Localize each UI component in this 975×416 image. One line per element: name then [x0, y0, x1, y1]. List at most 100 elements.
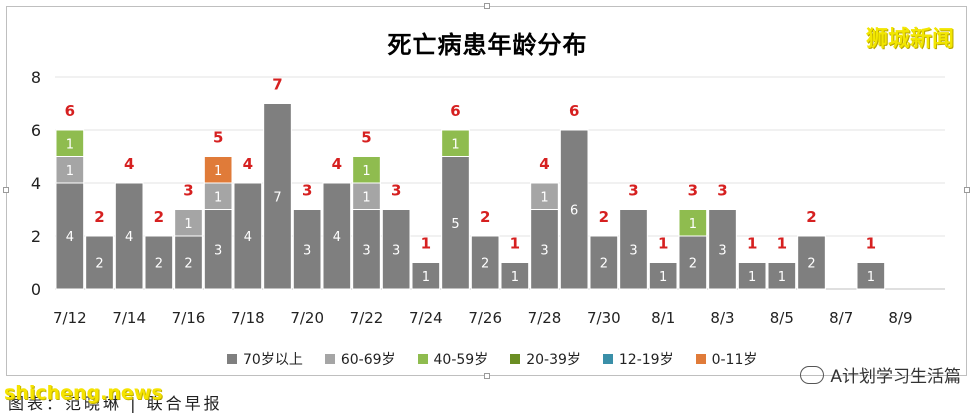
bar-total-label: 3: [302, 182, 312, 200]
bar-value-label: 1: [214, 190, 222, 205]
resize-handle-top[interactable]: [484, 3, 490, 9]
bar-segment: [856, 262, 886, 290]
bar-segment: [114, 182, 144, 290]
bar-value-label: 1: [689, 217, 697, 232]
bar-segment: [559, 129, 589, 290]
legend-label: 0-11岁: [711, 352, 758, 368]
x-tick-label: 7/16: [172, 309, 206, 327]
bar-value-label: 2: [184, 257, 192, 272]
bar-total-label: 2: [480, 208, 490, 226]
legend-item: 40-59岁: [417, 349, 489, 369]
bar-value-label: 6: [570, 204, 578, 219]
bar-value-label: 1: [778, 270, 786, 285]
legend-swatch: [602, 354, 613, 364]
legend-label: 60-69岁: [340, 352, 396, 368]
x-tick-label: 7/14: [112, 309, 146, 327]
bar-value-label: 4: [66, 230, 74, 245]
bar-total-label: 4: [243, 155, 253, 173]
bar-value-label: 1: [184, 217, 192, 232]
legend-item: 0-11岁: [695, 349, 758, 369]
bar-total-label: 6: [65, 102, 75, 120]
y-tick-label: 8: [31, 68, 41, 87]
bar-value-label: 2: [807, 257, 815, 272]
bar-segment: [352, 209, 381, 290]
legend-item: 12-19岁: [602, 349, 674, 369]
bar-value-label: 1: [362, 190, 370, 205]
legend-swatch: [695, 354, 706, 364]
bar-value-label: 4: [244, 230, 252, 245]
bar-segment: [322, 182, 352, 290]
y-tick-label: 0: [31, 280, 41, 299]
bar-value-label: 1: [659, 270, 667, 285]
bar-total-label: 2: [94, 208, 104, 226]
bar-value-label: 1: [511, 270, 519, 285]
bar-segment: [352, 156, 381, 184]
legend-item: 20-39岁: [510, 349, 581, 369]
resize-handle-right[interactable]: [964, 187, 970, 193]
bar-value-label: 1: [66, 137, 74, 152]
bar-total-label: 1: [777, 235, 787, 253]
bar-segment: [737, 262, 767, 290]
bar-total-label: 6: [569, 102, 579, 120]
bar-total-label: 1: [866, 235, 876, 253]
bar-total-label: 3: [183, 182, 193, 200]
bar-segment: [441, 129, 470, 157]
bar-total-label: 4: [332, 155, 342, 173]
brand-logo: 狮城新闻: [865, 27, 954, 52]
bar-segment: [203, 182, 233, 210]
x-tick-label: 7/24: [409, 309, 443, 327]
bar-total-label: 1: [747, 235, 757, 253]
wechat-icon: [800, 365, 825, 384]
x-tick-label: 8/1: [651, 309, 675, 327]
bar-total-label: 2: [806, 208, 816, 226]
figure-caption: 图表：范晓琳 | 联合早报: [8, 394, 223, 413]
bar-value-label: 1: [540, 190, 548, 205]
bar-segment: [174, 209, 203, 237]
bar-segment: [678, 235, 708, 290]
bar-segment: [233, 182, 263, 290]
bar-total-label: 3: [628, 182, 638, 200]
bar-total-label: 5: [361, 129, 371, 147]
bar-value-label: 1: [748, 270, 756, 285]
legend-swatch: [510, 354, 521, 364]
legend-swatch: [324, 354, 335, 364]
bar-segment: [500, 262, 530, 290]
legend-label: 20-39岁: [526, 352, 581, 368]
bar-total-label: 3: [717, 182, 727, 200]
bar-segment: [619, 209, 648, 290]
bar-value-label: 3: [629, 243, 637, 258]
bar-segment: [55, 156, 85, 184]
x-tick-label: 8/9: [888, 309, 912, 327]
x-tick-label: 7/20: [290, 309, 324, 327]
resize-handle-bottom[interactable]: [484, 373, 490, 379]
bar-value-label: 2: [481, 257, 489, 272]
bar-total-label: 1: [658, 235, 668, 253]
x-tick-label: 7/22: [350, 309, 384, 327]
bar-segment: [470, 235, 500, 290]
legend-swatch: [417, 354, 428, 364]
x-tick-label: 7/12: [53, 309, 87, 327]
chart-legend: 70岁以上 60-69岁 40-59岁 20-39岁 12-19岁 0-11岁: [227, 349, 757, 369]
legend-item: 60-69岁: [324, 349, 396, 369]
x-tick-label: 7/26: [468, 309, 502, 327]
chart-title: 死亡病患年龄分布: [387, 31, 588, 59]
bar-segment: [85, 235, 114, 290]
bar-total-label: 5: [213, 129, 223, 147]
x-tick-label: 8/5: [770, 309, 794, 327]
bar-segment: [589, 235, 619, 290]
bar-value-label: 3: [540, 243, 548, 258]
bar-total-label: 2: [154, 208, 164, 226]
bar-value-label: 3: [362, 243, 370, 258]
chart-frame: 死亡病患年龄分布 狮城新闻 0 2 4 6 8 4 1 1 6 2 2 4 4 2 2 2 1 3 3 1 1 5 4 4 7 7…: [3, 3, 970, 379]
legend-label: 40-59岁: [433, 352, 489, 368]
bar-total-label: 1: [510, 235, 520, 253]
legend-label: 70岁以上: [243, 352, 303, 368]
resize-handle-left[interactable]: [3, 187, 9, 193]
bar-total-label: 2: [599, 208, 609, 226]
bar-value-label: 2: [95, 257, 103, 272]
bar-segment: [144, 235, 174, 290]
bar-value-label: 3: [214, 243, 222, 258]
bar-segment: [203, 156, 233, 184]
bar-value-label: 1: [362, 164, 370, 179]
bar-value-label: 1: [422, 270, 430, 285]
